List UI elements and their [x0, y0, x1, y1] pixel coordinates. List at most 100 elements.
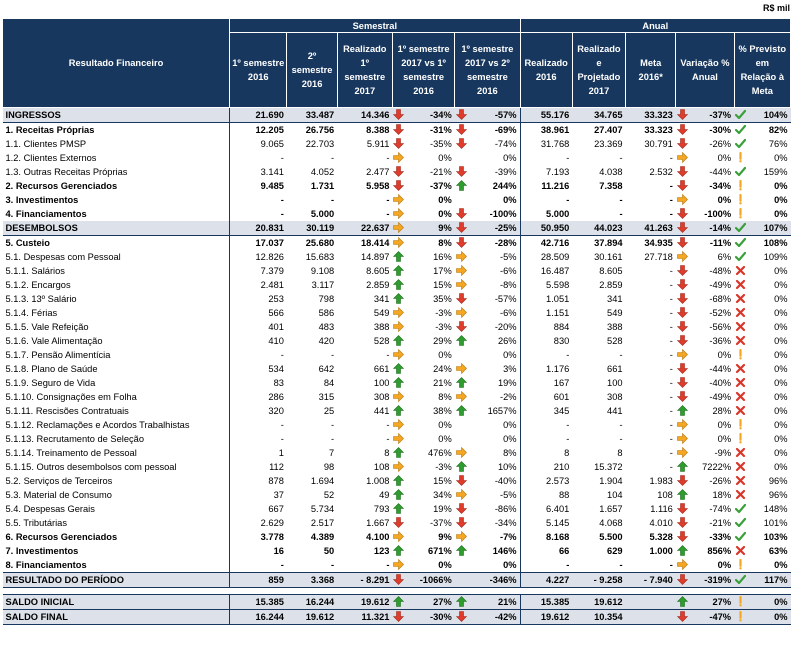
arrow-down-icon — [676, 574, 688, 585]
value-cell: - — [669, 195, 673, 205]
value-cell: 52 — [323, 490, 335, 500]
indicator-cell: 0% — [734, 348, 790, 362]
row-label: 1.2. Clientes Externos — [5, 153, 97, 163]
indicator-cell: 7222% — [676, 460, 734, 474]
arrow-up-icon — [393, 251, 405, 262]
value-cell: 2.481 — [229, 278, 287, 292]
arrow-down-icon — [455, 475, 467, 486]
value-cell: 345 — [519, 404, 573, 418]
col-header: 1º semestre 2017 vs 1º semestre 2016 — [391, 32, 456, 108]
indicator-cell: 8% — [455, 446, 520, 460]
row-label: 3. Investimentos — [5, 195, 79, 205]
value-cell: 27.407 — [594, 125, 623, 135]
percent-value: -86% — [494, 504, 517, 514]
col-header: 2º semestre 2016 — [286, 32, 338, 108]
indicator-cell: -14% — [675, 221, 735, 236]
percent-value: 0% — [438, 350, 452, 360]
indicator-cell: -47% — [675, 609, 735, 625]
value-cell: - — [519, 193, 573, 207]
percent-value: 1657% — [487, 406, 517, 416]
indicator-cell: 0% — [734, 151, 790, 165]
value-cell: 5.145 — [519, 516, 573, 530]
arrow-right-icon — [393, 349, 405, 361]
row-label: 5.1.12. Reclamações e Acordos Trabalhist… — [5, 420, 190, 430]
row-label: 5. Custeio — [5, 238, 50, 248]
value-cell: 9.108 — [310, 266, 335, 276]
value-cell: 38.961 — [519, 122, 573, 137]
percent-value: -57% — [494, 294, 517, 304]
arrow-right-icon — [393, 321, 405, 333]
percent-value: -30% — [430, 612, 452, 622]
value-cell: 50 — [323, 546, 335, 556]
table-row: 5.5. Tributárias 2.629 2.517 1.667 -37% -34% 5… — [3, 516, 791, 530]
row-label: 8. Financiamentos — [5, 560, 87, 570]
percent-value: -21% — [709, 518, 732, 528]
arrow-down-icon — [676, 531, 688, 542]
indicator-cell: 0% — [734, 376, 790, 390]
value-cell: 4.052 — [310, 167, 335, 177]
value-cell: 308 — [607, 392, 623, 402]
indicator-cell: -44% — [676, 165, 734, 179]
percent-value: -40% — [494, 476, 517, 486]
value-cell: - — [669, 392, 673, 402]
exclamation-icon — [735, 433, 746, 444]
arrow-down-icon — [455, 208, 467, 219]
value-cell: 25 — [323, 406, 335, 416]
arrow-right-icon — [677, 419, 688, 431]
value-cell: - — [331, 420, 335, 430]
cross-icon — [735, 377, 746, 388]
arrow-down-icon — [676, 503, 688, 514]
percent-value: -28% — [494, 238, 517, 248]
value-cell: 5.958 — [366, 181, 390, 191]
indicator-cell: 0% — [392, 558, 454, 573]
value-cell: 7.379 — [229, 264, 287, 278]
indicator-cell: 19% — [455, 376, 520, 390]
row-label: 5.1.8. Plano de Saúde — [5, 364, 98, 374]
value-cell: 286 — [229, 390, 287, 404]
row-label: 5.3. Material de Consumo — [5, 490, 112, 500]
indicator-cell: -37% — [675, 107, 735, 123]
value-cell: 667 — [229, 502, 287, 516]
indicator-cell: -49% — [676, 278, 734, 292]
indicator-cell: -34% — [392, 107, 455, 123]
percent-value: -74% — [709, 504, 732, 514]
percent-value: 0% — [717, 434, 732, 444]
unit-label: R$ mil — [762, 3, 790, 13]
percent-value: -42% — [494, 612, 517, 622]
arrow-down-icon — [676, 166, 688, 177]
value-cell: 8 — [384, 448, 390, 458]
percent-value: -33% — [709, 532, 732, 542]
percent-value: 0% — [438, 209, 452, 219]
percent-value: 0% — [774, 406, 788, 416]
arrow-up-icon — [455, 180, 467, 191]
percent-value: 0% — [774, 181, 788, 191]
percent-value: -5% — [500, 490, 517, 500]
indicator-cell: 27% — [675, 594, 735, 610]
percent-value: 0% — [774, 597, 788, 607]
indicator-cell: -100% — [455, 207, 520, 221]
exclamation-icon — [735, 152, 746, 163]
percent-value: -26% — [709, 139, 732, 149]
arrow-right-icon — [393, 194, 405, 206]
table-row: 5.1. Despesas com Pessoal 12.826 15.683 14.… — [3, 250, 791, 264]
row-label: 5.1.2. Encargos — [5, 280, 71, 290]
arrow-down-icon — [676, 109, 688, 120]
indicator-cell: 6% — [676, 250, 734, 264]
arrow-down-icon — [455, 109, 467, 120]
arrow-up-icon — [393, 335, 405, 346]
value-cell: 2.629 — [229, 516, 287, 530]
arrow-down-icon — [455, 611, 467, 622]
arrow-up-icon — [393, 596, 405, 607]
percent-value: -30% — [709, 125, 732, 135]
value-cell: 16 — [229, 544, 287, 558]
indicator-cell: 24% — [392, 362, 454, 376]
percent-value: 76% — [768, 139, 788, 149]
row-label: 5.1.1. Salários — [5, 266, 65, 276]
indicator-cell: 0% — [455, 151, 520, 165]
value-cell: 320 — [229, 404, 287, 418]
indicator-cell: 0% — [734, 390, 790, 404]
value-cell: 33.323 — [644, 125, 673, 135]
indicator-cell: -74% — [676, 502, 734, 516]
row-label: 5.5. Tributárias — [5, 518, 68, 528]
indicator-cell: 8% — [392, 236, 454, 251]
